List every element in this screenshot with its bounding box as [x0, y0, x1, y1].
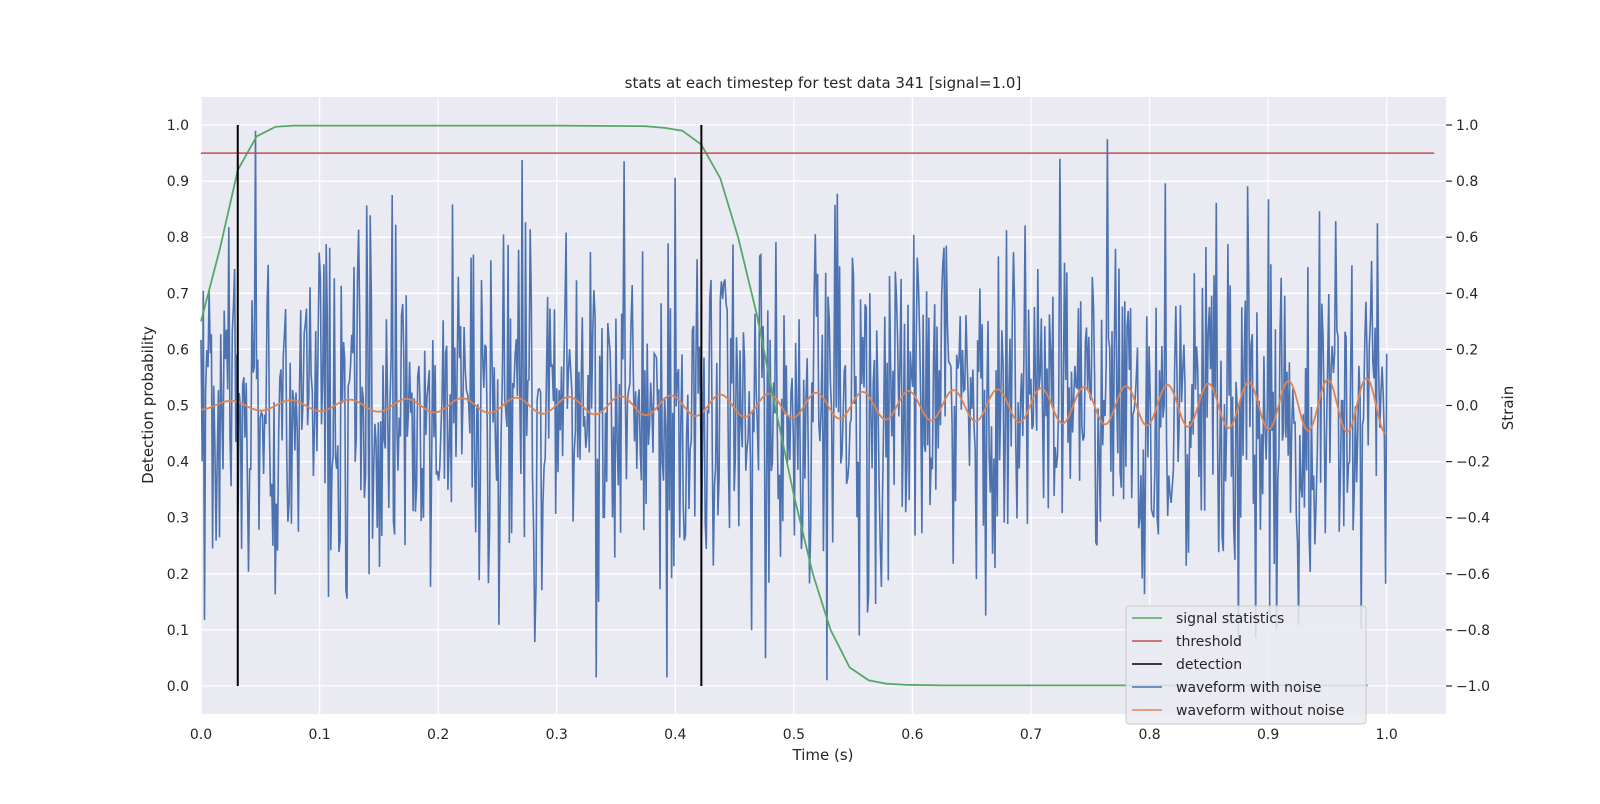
- y2-tick-label: −0.4: [1456, 511, 1490, 527]
- legend-item-threshold: threshold: [1132, 634, 1242, 650]
- y-tick-label: 0.5: [167, 399, 189, 415]
- y2-tick-label: −0.6: [1456, 567, 1490, 583]
- y-tick-label: 0.6: [167, 342, 189, 358]
- legend-item-signal-statistics: signal statistics: [1132, 611, 1284, 627]
- y2-tick-label: 1.0: [1456, 118, 1478, 134]
- y-tick-label: 1.0: [167, 118, 189, 134]
- waveform-with-noise-line: [200, 130, 1388, 681]
- legend-item-waveform-without-noise: waveform without noise: [1132, 703, 1344, 719]
- x-tick-label: 1.0: [1376, 727, 1398, 743]
- y-tick-label: 0.2: [167, 567, 189, 583]
- legend-item-detection: detection: [1132, 657, 1242, 673]
- y2-tick-label: 0.4: [1456, 286, 1478, 302]
- y-tick-label: 0.9: [167, 174, 189, 190]
- legend: signal statistics threshold detection wa…: [1125, 605, 1367, 725]
- y-tick-label: 0.3: [167, 511, 189, 527]
- y2-tick-label: 0.8: [1456, 174, 1478, 190]
- y-tick-label: 0.0: [167, 679, 189, 695]
- waveform-without-noise-line: [200, 377, 1387, 435]
- y2-tick-label: 0.0: [1456, 399, 1478, 415]
- right-y-axis-ticks: −1.0 −0.8 −0.6 −0.4 −0.2 0.0 0.2 0.4 0.6 0.8 1.0: [1446, 118, 1490, 695]
- x-tick-label: 0.1: [308, 727, 330, 743]
- signal-statistics-series: [200, 124, 1368, 687]
- legend-label: detection: [1176, 657, 1242, 673]
- y2-tick-label: −0.2: [1456, 455, 1490, 471]
- y2-axis-label: Strain: [1499, 386, 1517, 430]
- y-tick-label: 0.7: [167, 286, 189, 302]
- legend-label: waveform without noise: [1176, 703, 1344, 719]
- x-tick-label: 0.6: [901, 727, 923, 743]
- signal-statistics-line: [200, 124, 1368, 687]
- legend-label: signal statistics: [1176, 611, 1284, 627]
- x-tick-label: 0.8: [1138, 727, 1160, 743]
- chart-title: stats at each timestep for test data 341…: [625, 74, 1022, 92]
- y-tick-label: 0.4: [167, 455, 189, 471]
- x-tick-label: 0.3: [546, 727, 568, 743]
- y-tick-label: 0.8: [167, 230, 189, 246]
- waveform-with-noise-series: [200, 130, 1388, 681]
- left-y-axis-ticks: 0.0 0.1 0.2 0.3 0.4 0.5 0.6 0.7 0.8 0.9 1.0: [167, 118, 189, 695]
- y-axis-label: Detection probability: [139, 326, 157, 484]
- waveform-without-noise-series: [200, 377, 1387, 435]
- x-tick-label: 0.2: [427, 727, 449, 743]
- x-tick-label: 0.9: [1257, 727, 1279, 743]
- detection-series: [236, 125, 703, 686]
- x-axis-ticks: 0.0 0.1 0.2 0.3 0.4 0.5 0.6 0.7 0.8 0.9 1.0: [190, 727, 1398, 743]
- x-tick-label: 0.4: [664, 727, 686, 743]
- y2-tick-label: −0.8: [1456, 623, 1490, 639]
- legend-label: waveform with noise: [1176, 680, 1321, 696]
- x-tick-label: 0.5: [783, 727, 805, 743]
- x-tick-label: 0.0: [190, 727, 212, 743]
- y2-tick-label: 0.6: [1456, 230, 1478, 246]
- y-tick-label: 0.1: [167, 623, 189, 639]
- x-tick-label: 0.7: [1020, 727, 1042, 743]
- y2-tick-label: 0.2: [1456, 342, 1478, 358]
- y2-tick-label: −1.0: [1456, 679, 1490, 695]
- legend-label: threshold: [1176, 634, 1242, 650]
- legend-box: [1125, 605, 1367, 725]
- legend-item-waveform-with-noise: waveform with noise: [1132, 680, 1321, 696]
- x-axis-label: Time (s): [792, 746, 854, 764]
